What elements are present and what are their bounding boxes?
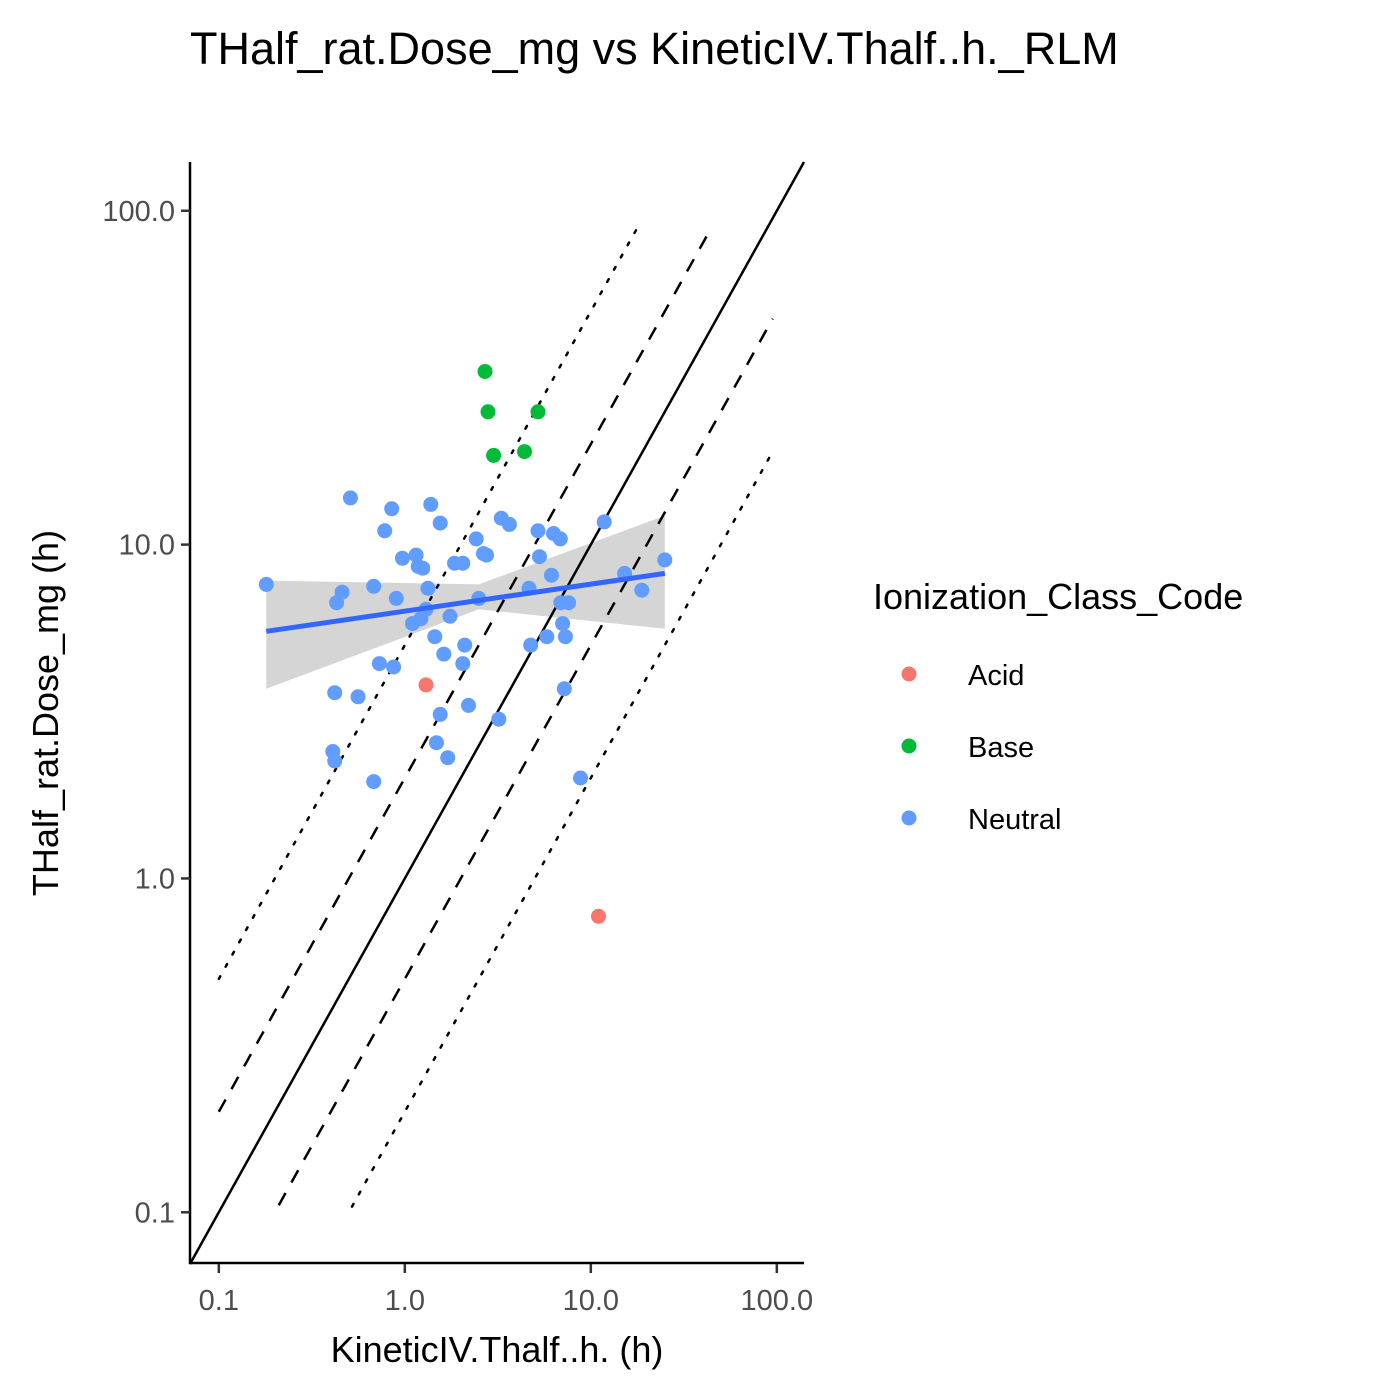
legend-title: Ionization_Class_Code bbox=[873, 576, 1243, 617]
data-point-acid bbox=[418, 677, 434, 693]
data-point-neutral bbox=[468, 531, 484, 547]
data-point-neutral bbox=[539, 629, 555, 645]
data-point-neutral bbox=[596, 514, 612, 530]
reference-line-2-fold-lower bbox=[277, 318, 774, 1206]
data-point-neutral bbox=[657, 552, 673, 568]
legend: Ionization_Class_Code Acid Base Neutral bbox=[873, 576, 1243, 836]
data-point-neutral bbox=[552, 531, 568, 547]
legend-items: Acid Base Neutral bbox=[901, 660, 1062, 836]
legend-label-neutral: Neutral bbox=[968, 804, 1062, 836]
data-point-neutral bbox=[491, 711, 507, 727]
reference-line-5-fold-lower bbox=[350, 450, 774, 1208]
data-point-neutral bbox=[501, 516, 517, 532]
data-point-neutral bbox=[408, 547, 424, 563]
data-point-acid bbox=[591, 908, 606, 924]
data-point-neutral bbox=[415, 560, 431, 576]
data-point-neutral bbox=[366, 578, 382, 594]
data-point-base bbox=[480, 404, 496, 420]
data-point-neutral bbox=[334, 584, 350, 600]
data-point-base bbox=[486, 447, 502, 463]
data-point-neutral bbox=[523, 637, 539, 653]
legend-label-acid: Acid bbox=[968, 660, 1024, 692]
data-point-neutral bbox=[532, 549, 547, 565]
chart-title: THalf_rat.Dose_mg vs KineticIV.Thalf..h.… bbox=[190, 23, 1119, 74]
data-point-base bbox=[477, 364, 493, 379]
data-point-neutral bbox=[420, 580, 436, 596]
data-point-neutral bbox=[561, 595, 577, 611]
data-point-neutral bbox=[394, 550, 410, 566]
data-point-neutral bbox=[544, 567, 559, 583]
data-point-neutral bbox=[530, 523, 546, 539]
data-point-neutral bbox=[327, 753, 343, 769]
data-point-neutral bbox=[455, 656, 471, 672]
x-tick-label: 10.0 bbox=[563, 1285, 619, 1317]
plot-area bbox=[188, 161, 806, 1265]
legend-label-base: Base bbox=[968, 732, 1034, 764]
data-point-neutral bbox=[366, 774, 382, 790]
data-point-neutral bbox=[432, 706, 448, 722]
data-point-neutral bbox=[557, 629, 573, 645]
x-tick-label: 1.0 bbox=[385, 1285, 425, 1317]
data-point-neutral bbox=[350, 689, 366, 705]
y-tick-label: 1.0 bbox=[135, 863, 175, 895]
data-point-neutral bbox=[327, 685, 343, 701]
data-point-neutral bbox=[258, 576, 274, 592]
data-point-base bbox=[517, 444, 532, 460]
data-point-neutral bbox=[386, 659, 402, 675]
data-point-neutral bbox=[432, 515, 448, 531]
data-point-base bbox=[530, 404, 546, 420]
data-point-neutral bbox=[388, 590, 404, 606]
y-tick-label: 100.0 bbox=[102, 196, 175, 228]
regression-line-layer bbox=[265, 570, 666, 634]
data-point-neutral bbox=[442, 608, 458, 624]
data-point-neutral bbox=[457, 637, 473, 653]
data-points-layer bbox=[258, 364, 673, 924]
data-point-neutral bbox=[634, 582, 650, 598]
data-point-neutral bbox=[427, 629, 443, 645]
data-point-neutral bbox=[440, 750, 456, 766]
data-point-neutral bbox=[461, 697, 476, 713]
legend-key-acid bbox=[901, 666, 917, 682]
y-axis-title: THalf_rat.Dose_mg (h) bbox=[25, 530, 66, 896]
data-point-neutral bbox=[555, 616, 571, 632]
data-point-neutral bbox=[479, 547, 494, 563]
x-axis-title: KineticIV.Thalf..h. (h) bbox=[331, 1329, 664, 1370]
y-tick-label: 0.1 bbox=[135, 1197, 175, 1229]
data-point-neutral bbox=[342, 490, 358, 506]
legend-key-base bbox=[901, 738, 917, 754]
x-tick-label: 100.0 bbox=[741, 1285, 814, 1317]
axes: 0.1 1.0 10.0 100.0 0.1 1.0 10.0 100.0 bbox=[102, 162, 813, 1317]
data-point-neutral bbox=[455, 555, 471, 571]
data-point-neutral bbox=[556, 681, 572, 697]
data-point-neutral bbox=[436, 646, 452, 662]
data-point-neutral bbox=[573, 770, 588, 786]
reference-line-5-fold-upper bbox=[217, 224, 640, 981]
data-point-neutral bbox=[377, 523, 393, 539]
x-tick-label: 0.1 bbox=[199, 1285, 239, 1317]
regression-line bbox=[265, 570, 666, 634]
data-point-neutral bbox=[429, 735, 444, 751]
data-point-neutral bbox=[371, 656, 387, 672]
y-tick-label: 10.0 bbox=[119, 530, 175, 562]
legend-key-neutral bbox=[901, 810, 917, 826]
data-point-neutral bbox=[423, 496, 439, 512]
data-point-neutral bbox=[384, 501, 400, 517]
